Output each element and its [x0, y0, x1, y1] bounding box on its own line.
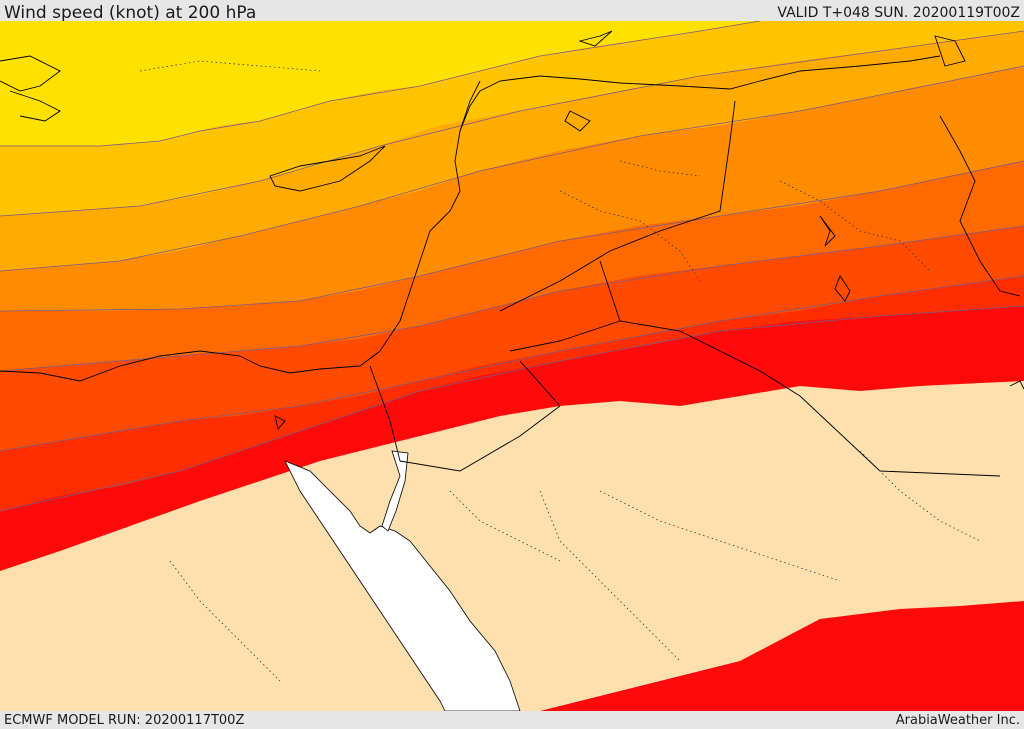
wind-band-red-orange: [0, 226, 1024, 451]
valid-time-label: VALID T+048 SUN. 20200119T00Z: [777, 5, 1020, 21]
calm-region: [0, 381, 1024, 711]
map-canvas: [0, 21, 1024, 711]
wind-band-amber: [0, 31, 1024, 271]
contour-lines: [0, 21, 1024, 512]
header-bar: Wind speed (knot) at 200 hPa VALID T+048…: [0, 0, 1024, 23]
wind-band-orange: [0, 66, 1024, 311]
wind-speed-map: [0, 21, 1024, 711]
credit-label: ArabiaWeather Inc.: [895, 713, 1020, 728]
wind-band-gold: [0, 21, 1024, 216]
red-sea: [284, 460, 521, 711]
model-run-label: ECMWF MODEL RUN: 20200117T00Z: [4, 713, 245, 728]
wind-band-yellow: [0, 21, 760, 146]
footer-bar: ECMWF MODEL RUN: 20200117T00Z ArabiaWeat…: [0, 711, 1024, 729]
wind-band-scarlet: [0, 276, 1024, 511]
wind-band-dark-orange: [0, 161, 1024, 371]
admin-boundaries: [139, 60, 981, 682]
map-title: Wind speed (knot) at 200 hPa: [4, 3, 257, 23]
